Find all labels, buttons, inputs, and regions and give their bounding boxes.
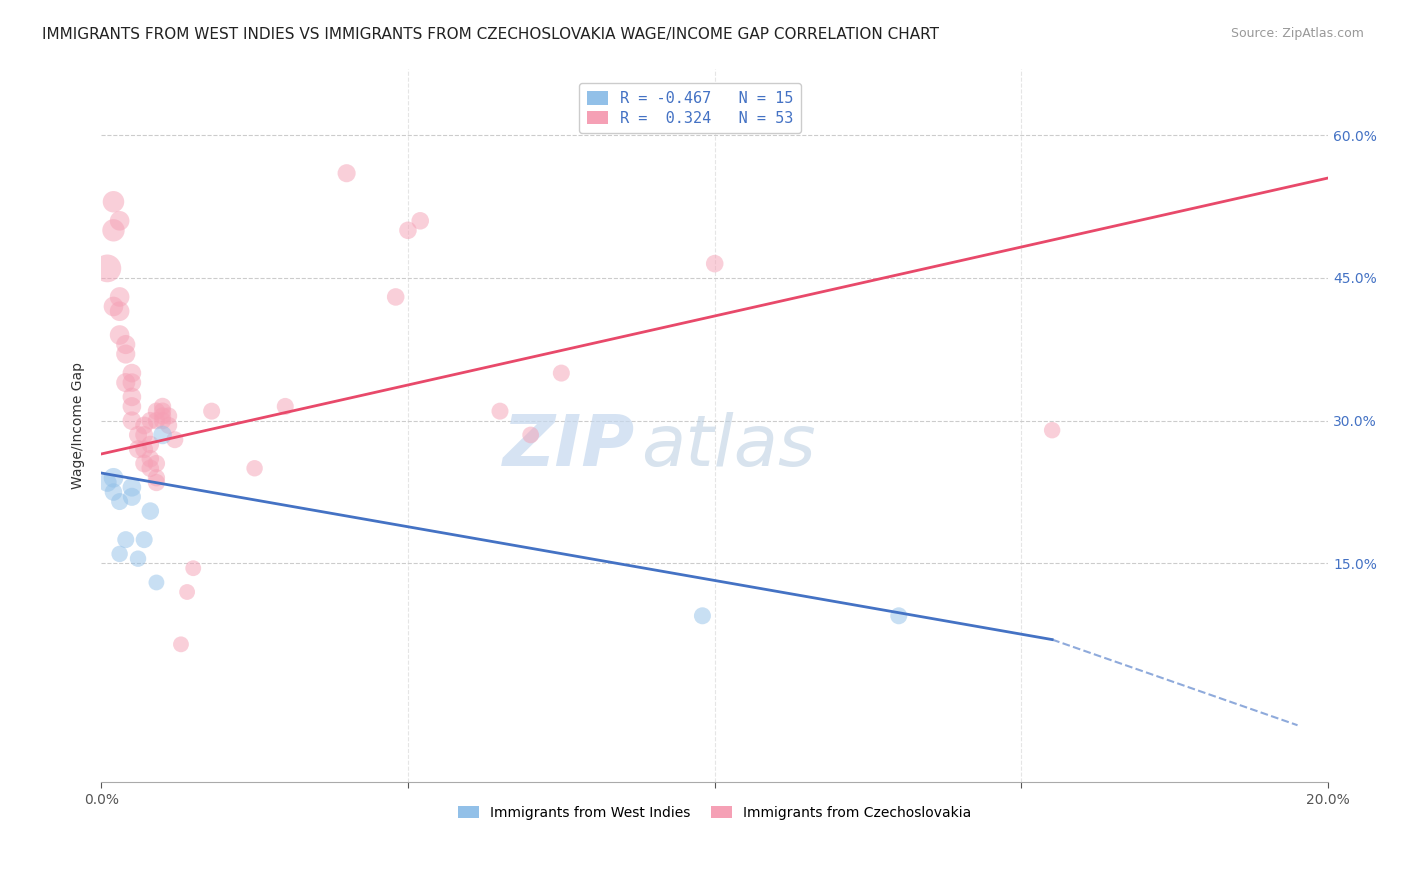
Point xyxy=(145,404,167,418)
Point xyxy=(121,390,143,404)
Text: ZIP: ZIP xyxy=(503,412,636,482)
Point xyxy=(121,366,143,380)
Point xyxy=(127,442,149,457)
Point xyxy=(134,418,156,433)
Point xyxy=(108,290,131,304)
Point xyxy=(127,428,149,442)
Point xyxy=(170,637,193,651)
Legend: Immigrants from West Indies, Immigrants from Czechoslovakia: Immigrants from West Indies, Immigrants … xyxy=(453,800,977,825)
Point xyxy=(152,409,174,423)
Point xyxy=(108,304,131,318)
Point xyxy=(152,404,174,418)
Point xyxy=(139,437,162,451)
Text: IMMIGRANTS FROM WEST INDIES VS IMMIGRANTS FROM CZECHOSLOVAKIA WAGE/INCOME GAP CO: IMMIGRANTS FROM WEST INDIES VS IMMIGRANT… xyxy=(42,27,939,42)
Point xyxy=(703,257,725,271)
Point xyxy=(163,433,186,447)
Point xyxy=(103,485,125,500)
Point xyxy=(114,376,136,390)
Point xyxy=(152,400,174,414)
Point xyxy=(519,428,541,442)
Point xyxy=(145,575,167,590)
Point xyxy=(96,475,118,490)
Text: Source: ZipAtlas.com: Source: ZipAtlas.com xyxy=(1230,27,1364,40)
Text: atlas: atlas xyxy=(641,412,815,482)
Point xyxy=(145,414,167,428)
Point xyxy=(384,290,406,304)
Point xyxy=(157,409,180,423)
Point xyxy=(114,337,136,351)
Point xyxy=(396,223,419,237)
Point xyxy=(145,475,167,490)
Y-axis label: Wage/Income Gap: Wage/Income Gap xyxy=(72,362,86,489)
Point xyxy=(887,608,910,623)
Point xyxy=(103,471,125,485)
Point xyxy=(489,404,512,418)
Point xyxy=(134,428,156,442)
Point xyxy=(108,214,131,228)
Point xyxy=(103,223,125,237)
Point xyxy=(114,533,136,547)
Point xyxy=(121,376,143,390)
Point xyxy=(409,214,432,228)
Point xyxy=(243,461,266,475)
Point xyxy=(121,490,143,504)
Point xyxy=(134,533,156,547)
Point xyxy=(114,347,136,361)
Point xyxy=(121,414,143,428)
Point xyxy=(108,494,131,508)
Point xyxy=(181,561,204,575)
Point xyxy=(134,457,156,471)
Point xyxy=(152,414,174,428)
Point xyxy=(692,608,714,623)
Point xyxy=(157,418,180,433)
Point xyxy=(145,457,167,471)
Point xyxy=(108,328,131,343)
Point xyxy=(336,166,359,180)
Point xyxy=(127,551,149,566)
Point xyxy=(108,547,131,561)
Point xyxy=(145,471,167,485)
Point xyxy=(274,400,297,414)
Point xyxy=(121,480,143,494)
Point xyxy=(176,585,198,599)
Point xyxy=(103,194,125,209)
Point xyxy=(139,451,162,466)
Point xyxy=(201,404,224,418)
Point xyxy=(139,414,162,428)
Point xyxy=(121,400,143,414)
Point xyxy=(139,504,162,518)
Point xyxy=(96,261,118,276)
Point xyxy=(152,428,174,442)
Point xyxy=(550,366,572,380)
Point xyxy=(134,442,156,457)
Point xyxy=(1040,423,1063,437)
Point xyxy=(139,461,162,475)
Point xyxy=(103,300,125,314)
